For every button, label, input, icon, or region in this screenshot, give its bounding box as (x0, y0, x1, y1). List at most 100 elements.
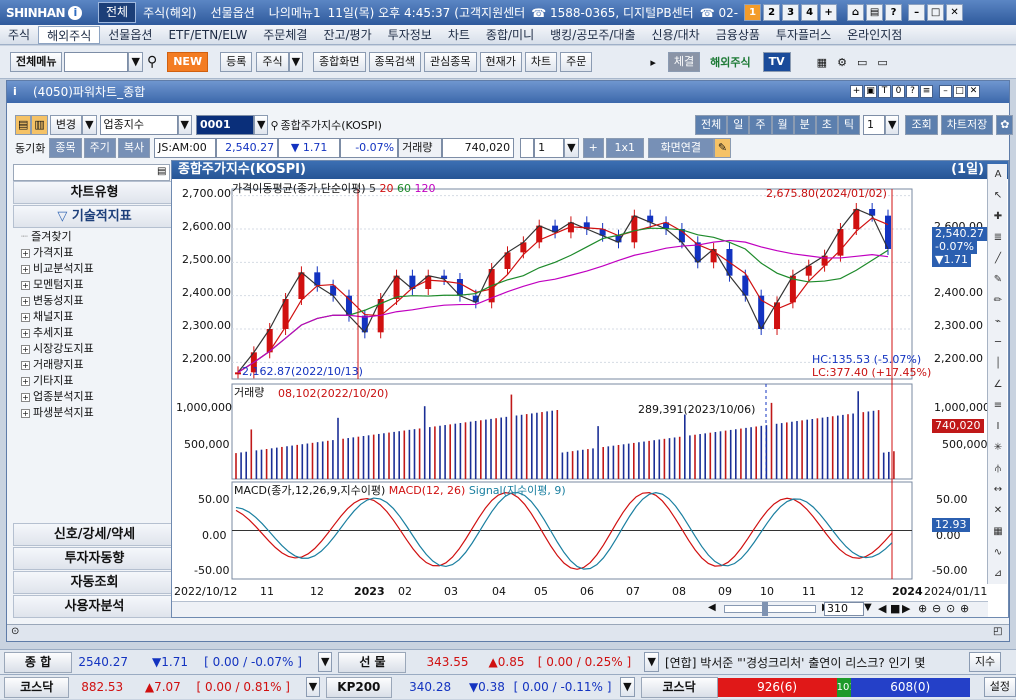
tree-item-compare[interactable]: + 비교분석지표 (21, 261, 94, 277)
top-menu-my[interactable]: 나의메뉴1 (268, 6, 321, 20)
menu-info[interactable]: 투자정보 (387, 27, 432, 42)
tv-button[interactable]: TV (762, 52, 791, 72)
search-icon[interactable]: ⚲ (146, 54, 158, 70)
menu-credit[interactable]: 신용/대차 (651, 27, 700, 42)
register-button[interactable]: 등록 (220, 52, 253, 72)
user-analysis-header[interactable]: 사용자분석 (13, 595, 176, 618)
query-button[interactable]: 조회 (905, 115, 938, 135)
zoom-in-icon[interactable]: ⊕ (918, 602, 928, 615)
collapse-icon[interactable]: ⊙ (11, 626, 20, 637)
menu-chart[interactable]: 차트 (447, 27, 470, 42)
expand-icon[interactable]: + (21, 360, 30, 370)
overview-button[interactable]: 종합화면 (313, 52, 366, 72)
menu-icon[interactable]: ≡ (920, 85, 933, 98)
stop-icon[interactable]: ■ (890, 602, 901, 615)
panel-toggle-icon[interactable]: ▤ (15, 115, 32, 135)
period-week-button[interactable]: 주 (749, 115, 772, 135)
screen-1-button[interactable]: 1 (744, 4, 762, 21)
period-dropdown-icon[interactable]: ▼ (885, 115, 900, 135)
menu-overseas-stock[interactable]: 해외주식 (38, 25, 101, 44)
all-menu-button[interactable]: 전체메뉴 (10, 52, 63, 72)
screen-3-button[interactable]: 3 (782, 4, 800, 21)
stock-search-button[interactable]: 종목검색 (368, 52, 422, 72)
pen-icon[interactable]: ✎ (713, 138, 732, 158)
sidebar-search-input[interactable] (13, 164, 170, 181)
top-menu-futures[interactable]: 선물옵션 (210, 6, 255, 20)
save-chart-button[interactable]: 차트저장 (940, 115, 994, 135)
index-button[interactable]: 지수 (968, 652, 1002, 672)
tree-item-other[interactable]: + 기타지표 (21, 373, 94, 389)
help-icon[interactable]: ? (885, 4, 903, 21)
maximize-icon[interactable]: □ (927, 4, 945, 21)
zoom-slider[interactable] (724, 605, 816, 613)
expand-icon[interactable]: + (21, 280, 30, 290)
change-dropdown-icon[interactable]: ▼ (82, 115, 97, 135)
tree-item-channel[interactable]: + 채널지표 (21, 309, 94, 325)
chart-button[interactable]: 차트 (524, 52, 558, 72)
chart-settings-icon[interactable]: ✿ (996, 115, 1014, 135)
tree-item-favorites[interactable]: ┈ 즐겨찾기 (21, 230, 72, 243)
measure-icon[interactable]: ↔ (993, 484, 1003, 495)
menu-order[interactable]: 주문체결 (263, 27, 308, 42)
pencil-icon[interactable]: ✏ (993, 295, 1003, 306)
text-tool-icon[interactable]: I (996, 421, 1000, 432)
period-value-input[interactable]: 1 (863, 115, 885, 135)
tree-item-strength[interactable]: + 시장강도지표 (21, 341, 94, 357)
calculator-icon[interactable]: ▦ (816, 55, 828, 69)
line-icon[interactable]: ─ (994, 337, 1002, 348)
expand-icon[interactable]: + (21, 264, 30, 274)
chart-type-header[interactable]: 차트유형 (13, 181, 176, 204)
cursor-icon[interactable]: A (994, 169, 1002, 180)
menu-balance[interactable]: 잔고/평가 (323, 27, 372, 42)
top-menu-all[interactable]: 전체 (98, 2, 137, 23)
order-button[interactable]: 주문 (560, 52, 593, 72)
pin-icon[interactable]: + (850, 85, 863, 98)
count-dropdown-icon[interactable]: ▼ (564, 138, 579, 158)
auto-query-header[interactable]: 자동조회 (13, 571, 176, 594)
expand-icon[interactable]: + (21, 344, 30, 354)
brush-icon[interactable]: ✎ (993, 274, 1003, 285)
watchlist-button[interactable]: 관심종목 (424, 52, 477, 72)
period-tick-button[interactable]: 틱 (837, 115, 860, 135)
print-icon[interactable]: ▤ (866, 4, 884, 21)
text-icon[interactable]: T (878, 85, 891, 98)
kospi-dropdown-icon[interactable]: ▼ (318, 652, 333, 672)
cross-icon[interactable]: ✚ (993, 211, 1003, 222)
zoom-slider-thumb[interactable] (762, 602, 768, 616)
zoom-out-icon[interactable]: ⊖ (932, 602, 942, 615)
menu-online[interactable]: 온라인지점 (847, 27, 903, 42)
expand-icon[interactable]: + (21, 296, 30, 306)
grid-icon[interactable]: ▦ (993, 526, 1003, 537)
category-select[interactable]: 업종지수 (99, 115, 178, 135)
code-dropdown-icon[interactable]: ▼ (254, 115, 269, 135)
new-button[interactable]: NEW (167, 52, 209, 72)
expand-icon[interactable]: + (21, 376, 30, 386)
sidebar-list-icon[interactable]: ▤ (157, 166, 167, 177)
fork-icon[interactable]: ⫛ (995, 463, 1001, 474)
expand-icon[interactable]: + (21, 248, 30, 258)
menu-stock[interactable]: 주식 (8, 27, 31, 42)
layout-toggle-icon[interactable]: ▥ (31, 115, 48, 135)
stock-dropdown-icon[interactable]: ▼ (288, 52, 304, 72)
arrow-icon[interactable]: ↖ (993, 190, 1003, 201)
count-dropdown-icon[interactable]: ▼ (864, 602, 872, 613)
scroll-left-icon[interactable]: ◀ (708, 602, 716, 613)
menu-finance[interactable]: 금융상품 (715, 27, 760, 42)
menu-futures[interactable]: 선물옵션 (108, 27, 153, 42)
menu-etf[interactable]: ETF/ETN/ELW (168, 27, 248, 42)
sync-item-button[interactable]: 종목 (49, 138, 82, 158)
expand-icon[interactable]: + (21, 312, 30, 322)
news-ticker[interactable]: [연합] 박서준 "'경성크리처' 출연이 리스크? 인기 몇 (664, 655, 926, 670)
win-minimize-icon[interactable]: – (939, 85, 952, 98)
count-input[interactable]: 1 (534, 138, 565, 158)
win-maximize-icon[interactable]: □ (953, 85, 966, 98)
screen-link-button[interactable]: 화면연결 (647, 138, 714, 158)
wave-icon[interactable]: ∿ (993, 547, 1003, 558)
resize-icon[interactable]: ◰ (993, 626, 1003, 637)
sync-period-button[interactable]: 주기 (83, 138, 116, 158)
close-icon[interactable]: ✕ (946, 4, 964, 21)
erase-icon[interactable]: ✕ (993, 505, 1003, 516)
marker-icon[interactable]: ⌁ (994, 316, 1002, 327)
add-icon[interactable]: + (582, 138, 604, 158)
layout-icon[interactable]: ▭ (856, 55, 868, 69)
